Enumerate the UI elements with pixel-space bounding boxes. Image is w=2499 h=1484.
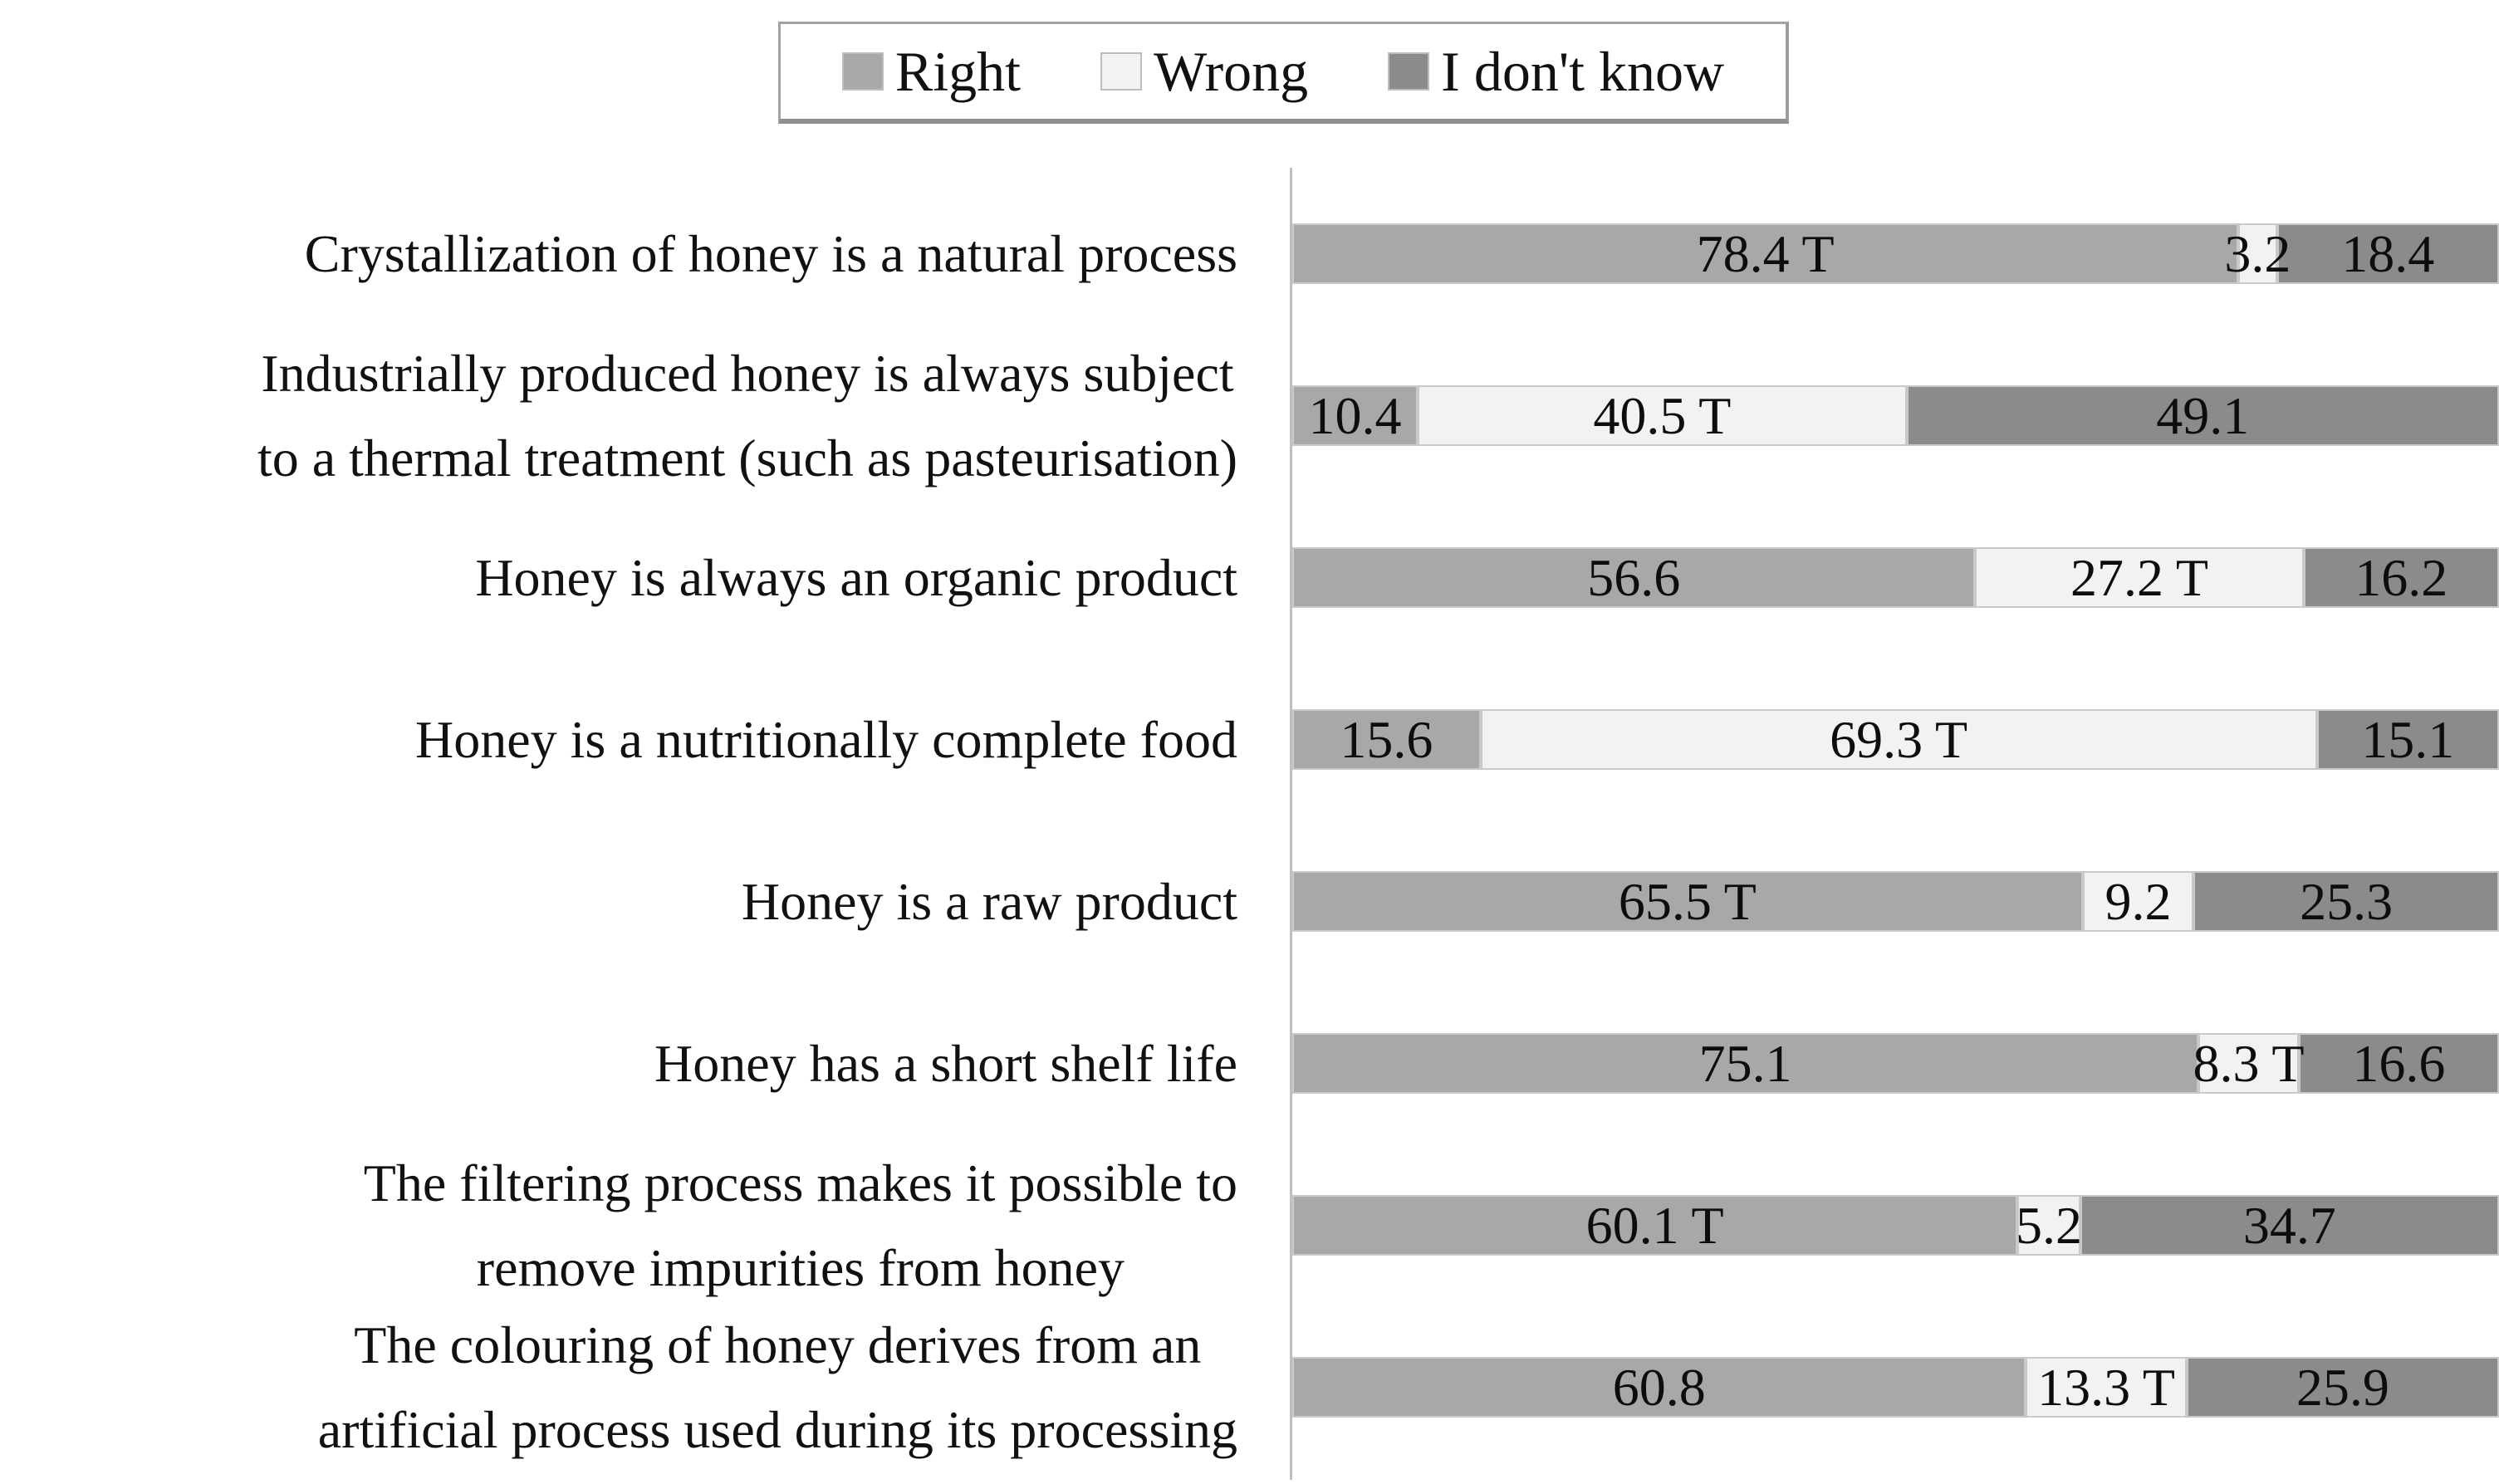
legend-swatch-icon [841,52,884,91]
legend-label: Wrong [1154,39,1309,103]
bar-segment-wrong: 9.2 [2082,871,2194,932]
bar-segment-right: 56.6 [1292,547,1976,608]
bar-value-label: 16.6 [2352,1033,2446,1093]
stacked-bar-row: 15.6 69.3 T 15.1 [1292,709,2499,770]
bar-value-label: 25.3 [2300,871,2394,931]
chart-legend: Right Wrong I don't know [778,22,1789,124]
category-label: The colouring of honey derives from an a… [317,1315,1237,1459]
stacked-bar-row: 60.1 T 5.2 34.7 [1292,1195,2499,1256]
bar-value-label: 13.3 T [2037,1357,2175,1417]
bar-segment-right: 10.4 [1292,385,1419,446]
bar-segment-right: 60.8 [1292,1357,2026,1418]
category-label: Crystallization of honey is a natural pr… [304,223,1237,283]
bar-value-label: 18.4 [2341,223,2435,283]
bar-value-label: 3.2 [2224,223,2291,283]
bar-value-label: 60.8 [1612,1357,1706,1417]
stacked-bar-row: 78.4 T 3.2 18.4 [1292,223,2499,284]
bar-value-label: 75.1 [1698,1033,1792,1093]
vertical-axis-line [1290,168,1292,1480]
category-label: Industrially produced honey is always su… [257,343,1237,487]
bar-segment-wrong: 27.2 T [1975,547,2304,608]
bar-segment-wrong: 3.2 [2224,223,2291,284]
stacked-bar-row: 10.4 40.5 T 49.1 [1292,385,2499,446]
bar-value-label: 40.5 T [1593,385,1732,445]
legend-item-right: Right [841,39,1022,105]
bar-segment-right: 15.6 [1292,709,1481,770]
bar-segment-i-don-t-know: 34.7 [2080,1195,2499,1256]
bar-value-label: 5.2 [2016,1195,2083,1255]
stacked-bar-row: 60.8 13.3 T 25.9 [1292,1357,2499,1418]
bar-value-label: 15.1 [2361,709,2455,769]
stacked-bar-row: 56.6 27.2 T 16.2 [1292,547,2499,608]
legend-swatch-icon [1388,52,1430,91]
bar-segment-right: 60.1 T [1292,1195,2018,1256]
bar-value-label: 27.2 T [2070,547,2208,607]
category-label: The filtering process makes it possible … [363,1153,1237,1297]
bar-segment-wrong: 13.3 T [2026,1357,2187,1418]
category-label: Honey is a raw product [741,871,1237,931]
legend-item-wrong: Wrong [1100,39,1308,105]
stacked-bar-row: 75.1 8.3 T 16.6 [1292,1033,2499,1094]
bar-value-label: 16.2 [2354,547,2448,607]
bar-value-label: 65.5 T [1618,871,1757,931]
bar-value-label: 69.3 T [1830,709,1968,769]
bar-segment-right: 75.1 [1292,1033,2199,1094]
legend-swatch-icon [1100,52,1143,91]
bar-value-label: 34.7 [2242,1195,2336,1255]
category-label: Honey has a short shelf life [654,1033,1237,1093]
bar-segment-wrong: 8.3 T [2193,1033,2304,1094]
stacked-bar-row: 65.5 T 9.2 25.3 [1292,871,2499,932]
bar-segment-wrong: 69.3 T [1480,709,2317,770]
category-label: Honey is always an organic product [475,547,1237,607]
legend-label: I don't know [1441,39,1725,103]
bar-value-label: 56.6 [1587,547,1681,607]
bar-segment-i-don-t-know: 16.6 [2298,1033,2499,1094]
bar-segment-right: 65.5 T [1292,871,2083,932]
legend-label: Right [894,39,1022,103]
category-label: Honey is a nutritionally complete food [415,709,1237,769]
bar-value-label: 78.4 T [1696,223,1835,283]
bar-segment-i-don-t-know: 25.9 [2186,1357,2499,1418]
bar-value-label: 10.4 [1308,385,1402,445]
bar-segment-i-don-t-know: 49.1 [1906,385,2499,446]
bar-segment-wrong: 40.5 T [1418,385,1907,446]
bar-segment-i-don-t-know: 18.4 [2276,223,2499,284]
bar-value-label: 8.3 T [2193,1033,2305,1093]
bar-value-label: 60.1 T [1585,1195,1724,1255]
bar-segment-right: 78.4 T [1292,223,2239,284]
bar-value-label: 49.1 [2156,385,2250,445]
bar-value-label: 25.9 [2296,1357,2389,1417]
bar-value-label: 15.6 [1340,709,1433,769]
bar-value-label: 9.2 [2105,871,2172,931]
bar-segment-wrong: 5.2 [2016,1195,2083,1256]
bar-segment-i-don-t-know: 15.1 [2316,709,2499,770]
bar-segment-i-don-t-know: 25.3 [2193,871,2499,932]
bar-segment-i-don-t-know: 16.2 [2303,547,2499,608]
legend-item-i-don-t-know: I don't know [1388,39,1724,105]
